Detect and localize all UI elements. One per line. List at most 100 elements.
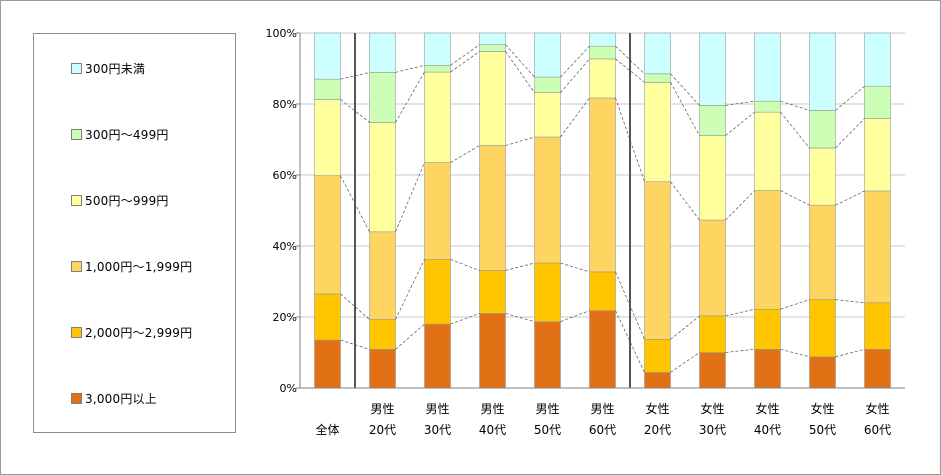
bar-segment <box>314 78 341 100</box>
bar-segment <box>369 231 396 320</box>
bar-segment <box>809 32 836 111</box>
legend-swatch <box>71 392 82 404</box>
series-connector <box>670 352 700 373</box>
series-connector <box>450 44 480 66</box>
series-connector <box>670 315 700 340</box>
bar-segment <box>864 118 891 192</box>
bar-segment <box>864 349 891 389</box>
bar-segment <box>479 313 506 389</box>
bar-segment <box>479 145 506 271</box>
y-tick-label: 100% <box>266 27 297 40</box>
bar-segment <box>314 32 341 80</box>
legend-label: 2,000円～2,999円 <box>85 325 193 340</box>
bar-segment <box>809 204 836 300</box>
bar-segment <box>864 85 891 119</box>
y-tick-label: 0% <box>280 382 297 395</box>
series-connector <box>780 190 810 206</box>
x-tick-label: 女性 <box>645 401 669 416</box>
bar-segment <box>864 190 891 304</box>
x-tick-label: 男性 <box>590 402 614 416</box>
bar-segment <box>754 32 781 102</box>
x-tick-label: 60代 <box>589 423 616 437</box>
series-connector <box>505 51 535 93</box>
bar-segment <box>754 100 781 113</box>
series-connector <box>395 323 425 350</box>
bar-segment <box>534 32 561 78</box>
series-connector <box>780 100 810 111</box>
y-tick-label: 40% <box>273 240 297 253</box>
series-connector <box>560 262 590 273</box>
series-connector <box>725 111 755 136</box>
series-connector <box>670 73 700 106</box>
bar-segment <box>644 181 671 340</box>
y-tick-label: 60% <box>273 169 297 182</box>
x-tick-label: 男性 <box>425 402 449 416</box>
x-tick-label: 50代 <box>534 423 561 437</box>
series-connector <box>670 181 700 221</box>
legend: 300円未満 300円～499円 500円～999円 1,000円～1,999円… <box>33 33 236 433</box>
series-connector <box>505 44 535 78</box>
legend-swatch <box>71 62 82 74</box>
legend-item: 2,000円～2,999円 <box>71 324 192 340</box>
x-tick-label: 20代 <box>369 423 396 437</box>
bar-segment <box>699 32 726 106</box>
legend-item: 1,000円～1,999円 <box>71 258 192 274</box>
series-connector <box>395 259 425 320</box>
bar-segment <box>589 97 616 273</box>
x-tick-label: 50代 <box>809 423 836 437</box>
bar-segment <box>644 73 671 83</box>
bar-segment <box>424 323 451 389</box>
series-connector <box>670 82 700 136</box>
x-tick-label: 30代 <box>699 423 726 437</box>
bar-segment <box>369 319 396 350</box>
bar-segment <box>699 135 726 221</box>
series-connector <box>505 136 535 146</box>
bar-segment <box>699 219 726 317</box>
bar-segment <box>424 162 451 260</box>
series-connector <box>395 162 425 232</box>
series-connector <box>780 299 810 310</box>
bar-segment <box>699 315 726 353</box>
bar-segment <box>809 299 836 358</box>
x-tick-label: 女性 <box>755 401 779 416</box>
legend-label: 1,000円～1,999円 <box>85 259 193 274</box>
series-connector <box>835 190 865 206</box>
legend-item: 300円～499円 <box>71 126 169 142</box>
bar-segment <box>479 270 506 314</box>
x-tick-label: 40代 <box>479 423 506 437</box>
bar-segment <box>809 356 836 389</box>
legend-item: 3,000円以上 <box>71 390 157 406</box>
legend-swatch <box>71 128 82 140</box>
series-connector <box>340 293 370 320</box>
bar-segment <box>314 99 341 177</box>
legend-label: 300円未満 <box>85 61 146 76</box>
bar-segment <box>314 339 341 389</box>
bar-segment <box>369 72 396 123</box>
bar-segment <box>754 190 781 310</box>
series-connector <box>725 190 755 221</box>
bar-segment <box>644 372 671 389</box>
bar-segment <box>699 105 726 136</box>
legend-swatch <box>71 260 82 272</box>
bar-segment <box>479 32 506 46</box>
bar-segment <box>424 65 451 73</box>
series-connector <box>615 310 645 373</box>
x-tick-label: 女性 <box>700 401 724 416</box>
x-tick-label: 女性 <box>810 401 834 416</box>
x-tick-label: 60代 <box>864 423 891 437</box>
series-connector <box>450 145 480 163</box>
bar-segment <box>424 71 451 163</box>
bar-segment <box>314 175 341 295</box>
legend-label: 300円～499円 <box>85 127 169 142</box>
series-connector <box>560 58 590 93</box>
series-connector <box>560 310 590 322</box>
bar-segment <box>369 122 396 233</box>
legend-swatch <box>71 326 82 338</box>
bar-segment <box>644 339 671 373</box>
y-tick-label: 80% <box>273 98 297 111</box>
bar-segment <box>754 308 781 350</box>
legend-item: 500円～999円 <box>71 192 169 208</box>
bar-segment <box>534 136 561 264</box>
bar-segment <box>479 51 506 146</box>
x-tick-label: 男性 <box>480 402 504 416</box>
